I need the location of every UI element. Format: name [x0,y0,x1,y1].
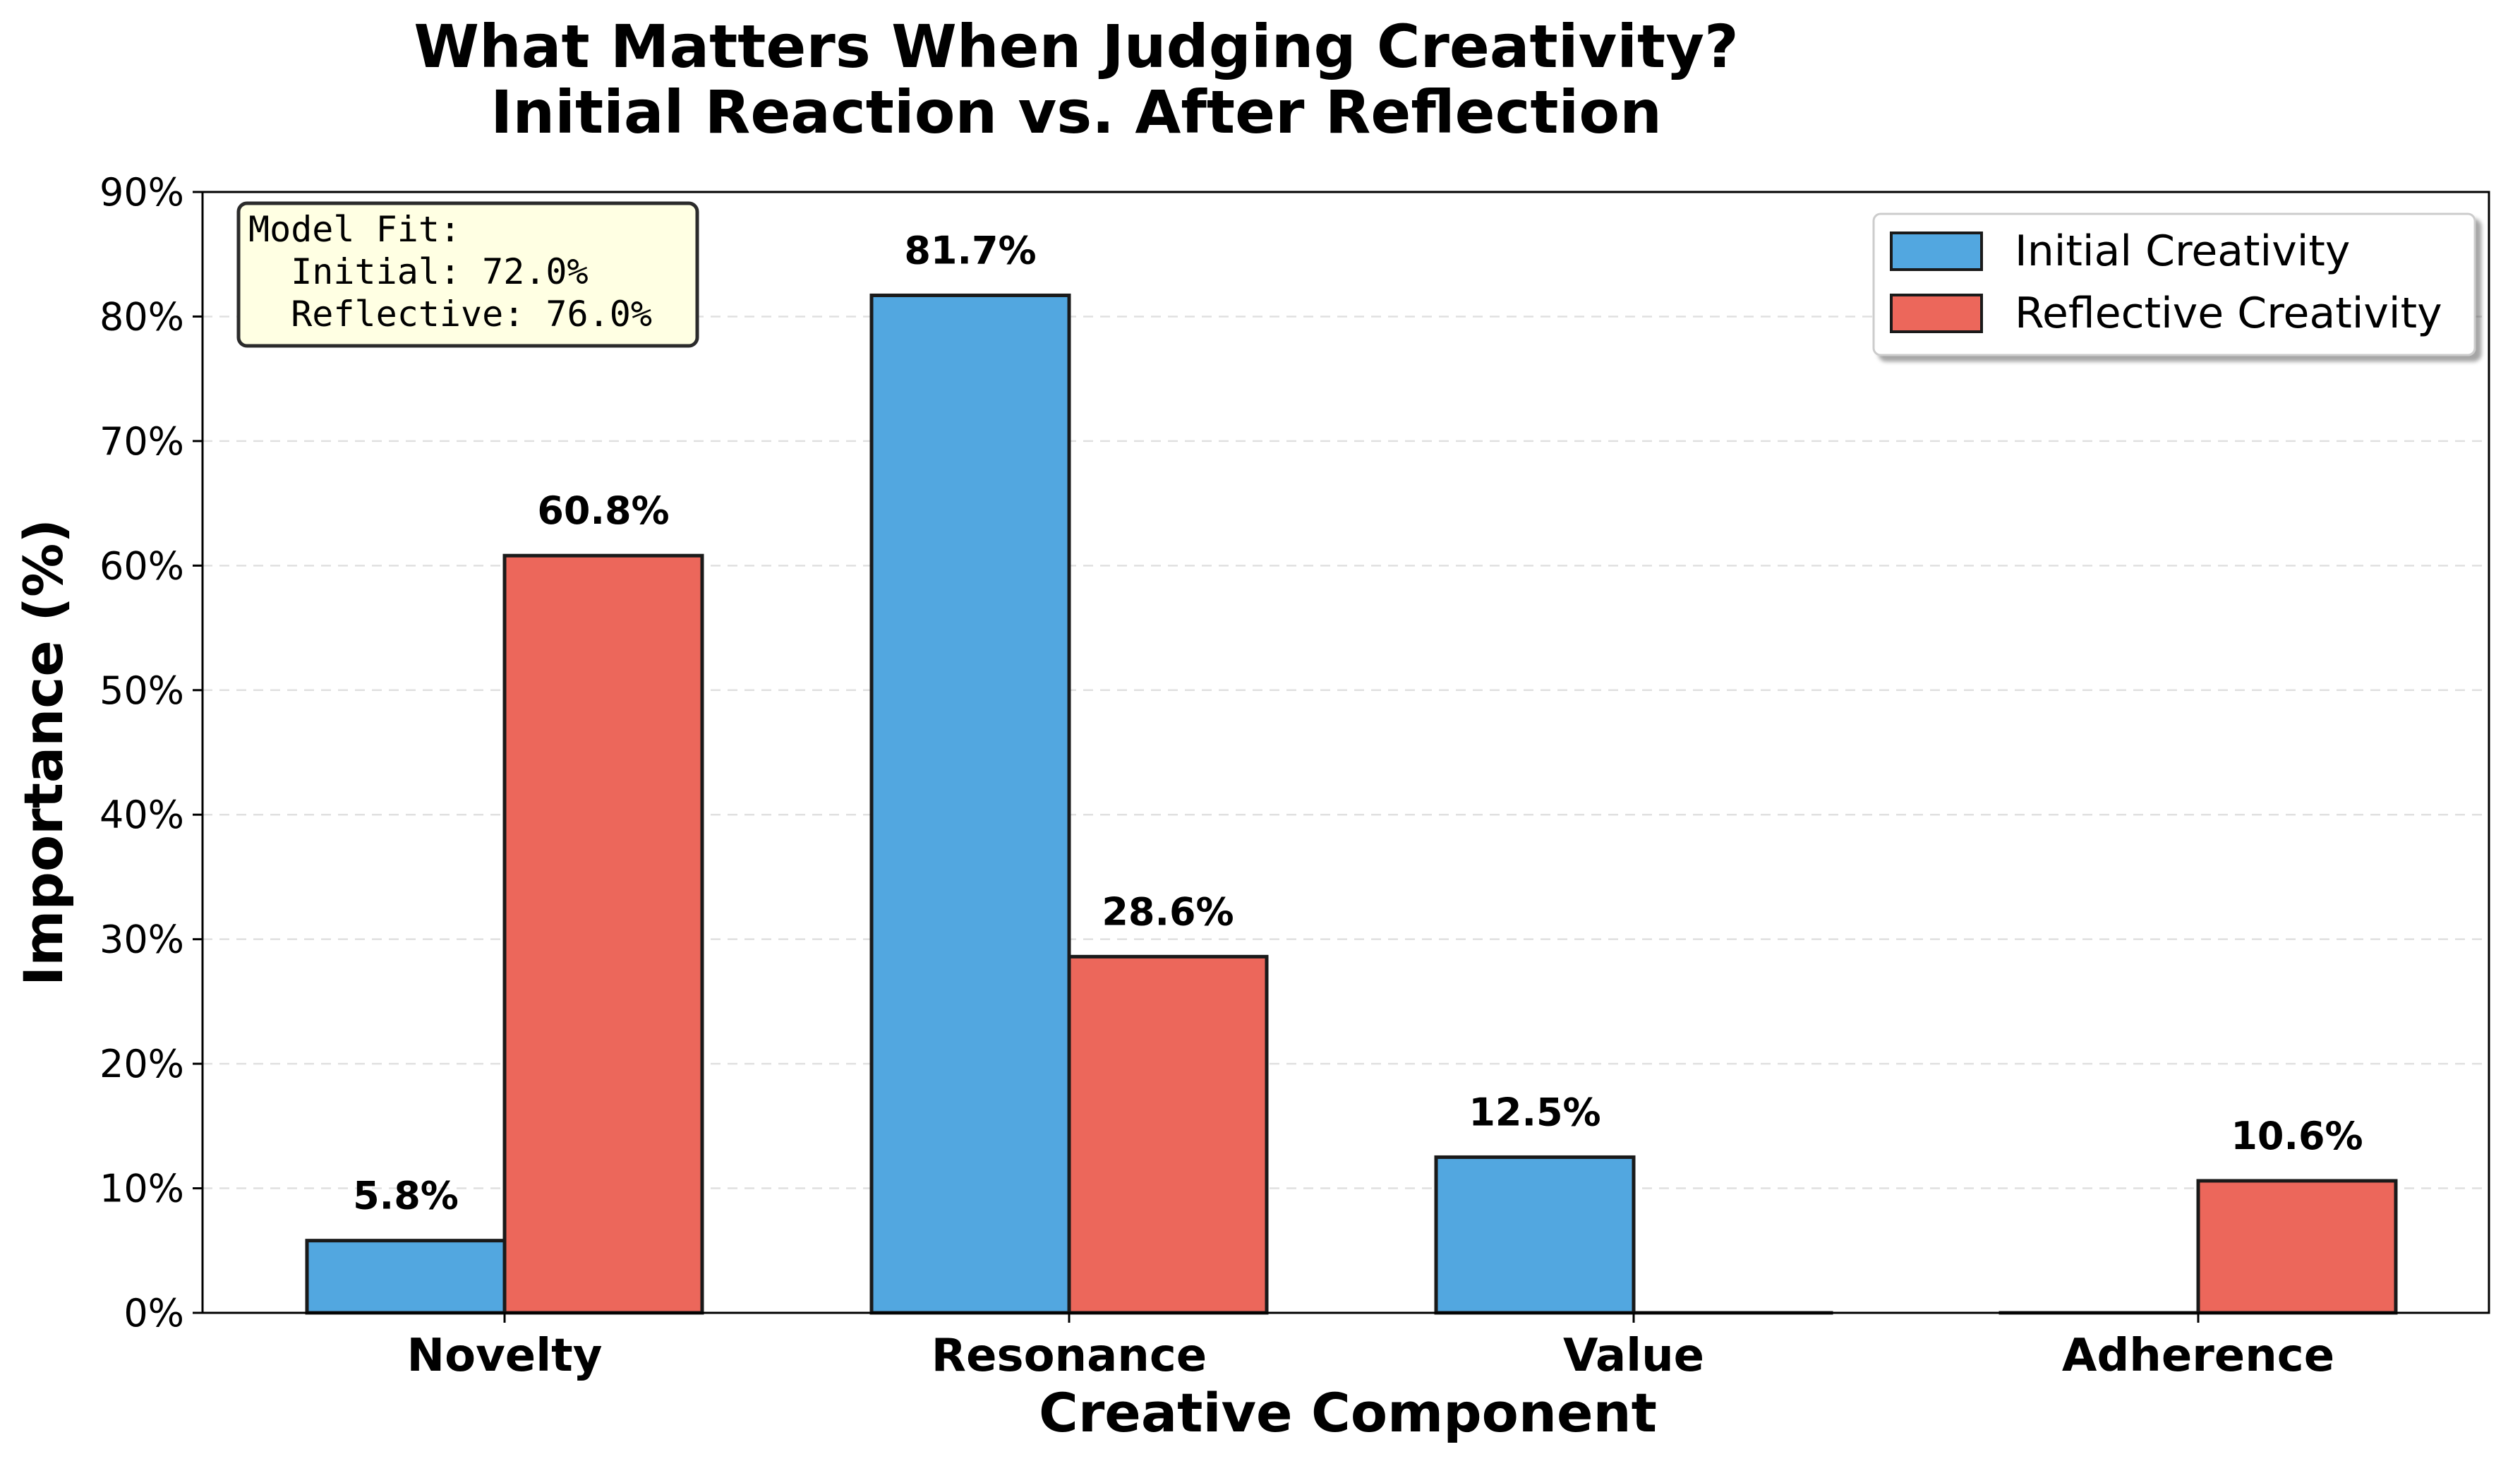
data-label-initial-value: 12.5% [1469,1090,1600,1134]
model-fit-line-3: Reflective: 76.0% [248,294,652,335]
legend-label-reflective: Reflective Creativity [2015,289,2442,338]
x-tick-label-resonance: Resonance [932,1330,1207,1382]
data-label-initial-resonance: 81.7% [904,228,1036,272]
chart-title-line-2: Initial Reaction vs. After Reflection [490,78,1662,147]
chart-title: What Matters When Judging Creativity? In… [414,12,1738,147]
model-fit-line-1: Model Fit: [248,209,461,250]
x-tick-label-adherence: Adherence [2062,1330,2334,1382]
legend-label-initial: Initial Creativity [2015,227,2350,276]
y-axis-ticks: 0% 10% 20% 30% 40% 50% 60% 70% 80% 90% [100,170,203,1335]
x-axis-label: Creative Component [1039,1381,1657,1444]
bar-reflective-resonance [1069,956,1267,1313]
y-tick-label-20: 20% [100,1042,184,1086]
x-axis-ticks: Novelty Resonance Value Adherence [407,1313,2335,1382]
model-fit-line-2: Initial: 72.0% [248,251,589,292]
y-tick-label-30: 30% [100,918,184,962]
bar-initial-resonance [872,295,1069,1313]
legend-swatch-reflective [1891,295,1982,332]
bar-reflective-novelty [505,555,702,1313]
y-tick-label-0: 0% [123,1291,184,1335]
bar-reflective-adherence [2198,1181,2396,1313]
y-tick-label-50: 50% [100,668,184,713]
x-tick-label-novelty: Novelty [407,1330,603,1382]
legend: Initial Creativity Reflective Creativity [1874,214,2475,355]
y-tick-label-10: 10% [100,1167,184,1211]
chart-title-line-1: What Matters When Judging Creativity? [414,12,1738,81]
y-tick-label-40: 40% [100,793,184,837]
bars [307,295,2396,1313]
y-tick-label-70: 70% [100,419,184,464]
y-tick-label-60: 60% [100,543,184,588]
y-axis-label: Importance (%) [12,519,75,986]
legend-swatch-initial [1891,233,1982,270]
data-label-reflective-resonance: 28.6% [1102,889,1234,934]
y-tick-label-80: 80% [100,294,184,339]
data-label-reflective-novelty: 60.8% [537,488,669,533]
bar-initial-value [1436,1157,1634,1313]
y-tick-label-90: 90% [100,170,184,215]
data-label-initial-novelty: 5.8% [353,1174,459,1218]
x-tick-label-value: Value [1563,1330,1704,1382]
data-label-reflective-adherence: 10.6% [2231,1114,2363,1158]
model-fit-annotation: Model Fit: Initial: 72.0% Reflective: 76… [239,203,697,346]
bar-initial-novelty [307,1241,505,1313]
